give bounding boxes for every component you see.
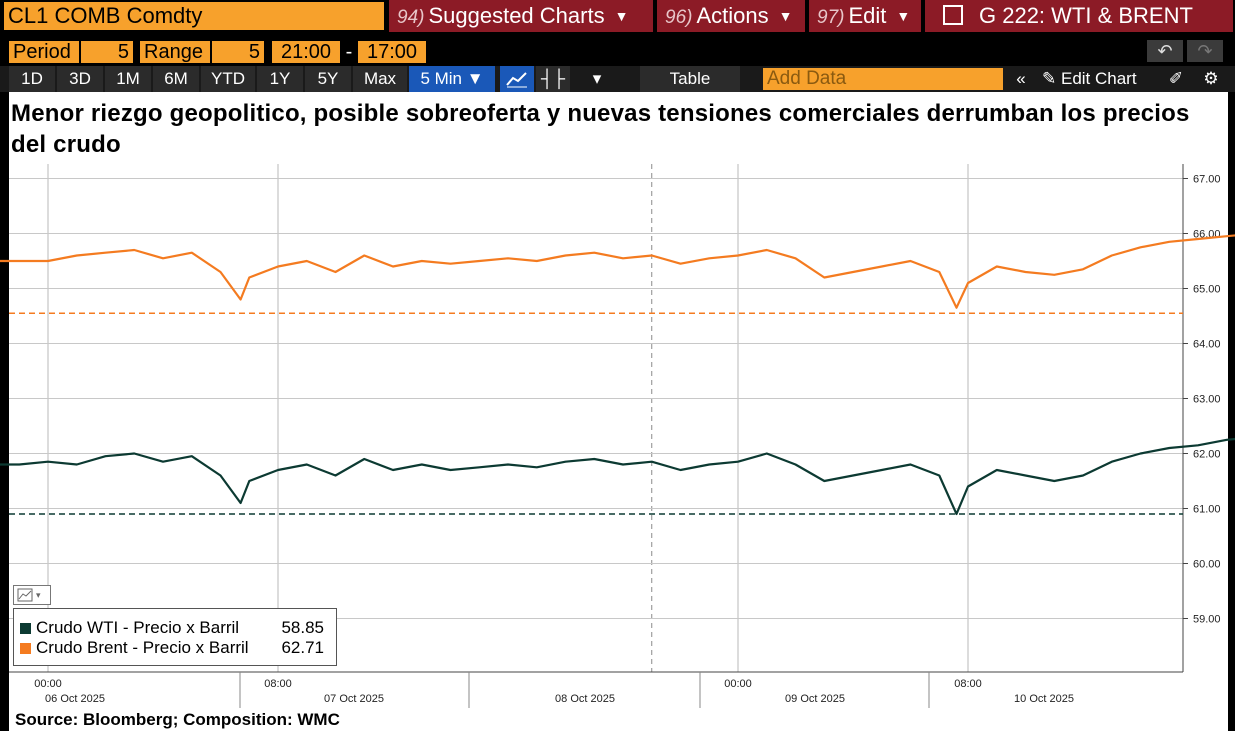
ticker-field[interactable]: CL1 COMB Comdty: [4, 2, 384, 30]
suggested-number: 94): [397, 7, 425, 28]
range-button-1m[interactable]: 1M: [105, 66, 151, 92]
x-tick-label: 08:00: [954, 678, 982, 690]
x-date-label: 06 Oct 2025: [45, 693, 105, 705]
settings-row: Period 5 Range 5 21:00 - 17:00 ↶ ↷: [0, 38, 1235, 64]
edit-number: 97): [817, 7, 845, 28]
chevron-down-icon: ▼: [614, 8, 629, 24]
source-note: Source: Bloomberg; Composition: WMC: [15, 710, 340, 729]
range-input[interactable]: 5: [212, 41, 264, 63]
x-tick-label: 00:00: [34, 678, 62, 690]
range-button-6m[interactable]: 6M: [153, 66, 199, 92]
interval-dropdown[interactable]: 5 Min ▼: [409, 66, 495, 92]
edit-label: Edit: [848, 3, 887, 28]
period-input[interactable]: 5: [81, 41, 133, 63]
time-to-input[interactable]: 17:00: [358, 41, 426, 63]
y-tick-label: 63.00: [1193, 394, 1221, 406]
time-from-input[interactable]: 21:00: [272, 41, 340, 63]
time-dash: -: [345, 41, 353, 63]
legend-swatch-wti: [20, 623, 31, 634]
chevron-down-icon[interactable]: ▾: [580, 66, 614, 92]
suggested-charts-button[interactable]: 94) Suggested Charts ▼: [389, 0, 653, 32]
svg-text:▾: ▾: [36, 591, 41, 601]
y-tick-label: 67.00: [1193, 174, 1221, 186]
legend-name-wti: Crudo WTI - Precio x Barril: [36, 618, 240, 637]
range-button-max[interactable]: Max: [353, 66, 407, 92]
legend-toggle-icon[interactable]: ▾: [13, 585, 51, 605]
legend-swatch-brent: [20, 643, 31, 654]
plot-area: [9, 164, 1183, 672]
gear-icon[interactable]: ⚙: [1196, 66, 1226, 92]
range-button-3d[interactable]: 3D: [57, 66, 103, 92]
annotate-icon[interactable]: ✐: [1162, 66, 1190, 92]
legend-item-brent: Crudo Brent - Precio x Barril 62.71: [20, 638, 330, 658]
redo-icon[interactable]: ↷: [1187, 40, 1223, 62]
table-button[interactable]: Table: [640, 66, 740, 92]
actions-button[interactable]: 96) Actions ▼: [657, 0, 805, 32]
x-date-label: 09 Oct 2025: [785, 693, 845, 705]
actions-label: Actions: [696, 3, 769, 28]
legend-item-wti: Crudo WTI - Precio x Barril 58.85: [20, 618, 330, 638]
y-tick-label: 65.00: [1193, 284, 1221, 296]
x-tick-label: 00:00: [724, 678, 752, 690]
x-tick-label: 08:00: [264, 678, 292, 690]
edit-button[interactable]: 97) Edit ▼: [809, 0, 921, 32]
actions-number: 96): [665, 7, 693, 28]
range-button-1y[interactable]: 1Y: [257, 66, 303, 92]
chevron-down-icon: ▼: [896, 8, 911, 24]
legend-value-brent: 62.71: [281, 638, 324, 657]
x-date-label: 07 Oct 2025: [324, 693, 384, 705]
y-tick-label: 61.00: [1193, 504, 1221, 516]
x-date-label: 08 Oct 2025: [555, 693, 615, 705]
suggested-label: Suggested Charts: [428, 3, 605, 28]
price-chart: 59.0060.0061.0062.0063.0064.0065.0066.00…: [0, 164, 1235, 708]
collapse-icon[interactable]: «: [1008, 66, 1034, 92]
range-button-1d[interactable]: 1D: [9, 66, 55, 92]
edit-chart-button[interactable]: ✎ Edit Chart: [1036, 66, 1156, 92]
chart-name-button[interactable]: G 222: WTI & BRENT: [925, 0, 1233, 32]
export-icon: [943, 5, 963, 25]
range-button-5y[interactable]: 5Y: [305, 66, 351, 92]
chevron-down-icon: ▼: [778, 8, 793, 24]
add-data-input[interactable]: Add Data: [763, 68, 1003, 90]
x-date-label: 10 Oct 2025: [1014, 693, 1074, 705]
y-tick-label: 62.00: [1193, 449, 1221, 461]
legend-value-wti: 58.85: [281, 618, 324, 637]
footer: Source: Bloomberg; Composition: WMC: [9, 709, 1228, 731]
chart-name-label: G 222: WTI & BRENT: [979, 3, 1193, 28]
range-label: Range: [140, 41, 210, 63]
y-tick-label: 59.00: [1193, 614, 1221, 626]
bar-chart-icon[interactable]: ┤├: [536, 66, 570, 92]
range-toolbar: 1D 3D 1M 6M YTD 1Y 5Y Max 5 Min ▼ ┤├ ▾ T…: [0, 66, 1235, 92]
line-chart-icon[interactable]: [500, 66, 534, 92]
top-toolbar: CL1 COMB Comdty 94) Suggested Charts ▼ 96)…: [0, 0, 1235, 34]
chart-legend: Crudo WTI - Precio x Barril 58.85 Crudo …: [13, 608, 337, 666]
y-tick-label: 60.00: [1193, 559, 1221, 571]
chart-title: Menor riezgo geopolitico, posible sobreo…: [11, 100, 1190, 158]
y-tick-label: 64.00: [1193, 339, 1221, 351]
edit-chart-label: Edit Chart: [1060, 69, 1137, 88]
wti-series-line: [0, 437, 1235, 516]
undo-icon[interactable]: ↶: [1147, 40, 1183, 62]
period-label: Period: [9, 41, 79, 63]
legend-name-brent: Crudo Brent - Precio x Barril: [36, 638, 249, 657]
range-button-ytd[interactable]: YTD: [201, 66, 255, 92]
brent-series-line: [0, 234, 1235, 309]
pencil-icon: ✎: [1042, 69, 1057, 88]
